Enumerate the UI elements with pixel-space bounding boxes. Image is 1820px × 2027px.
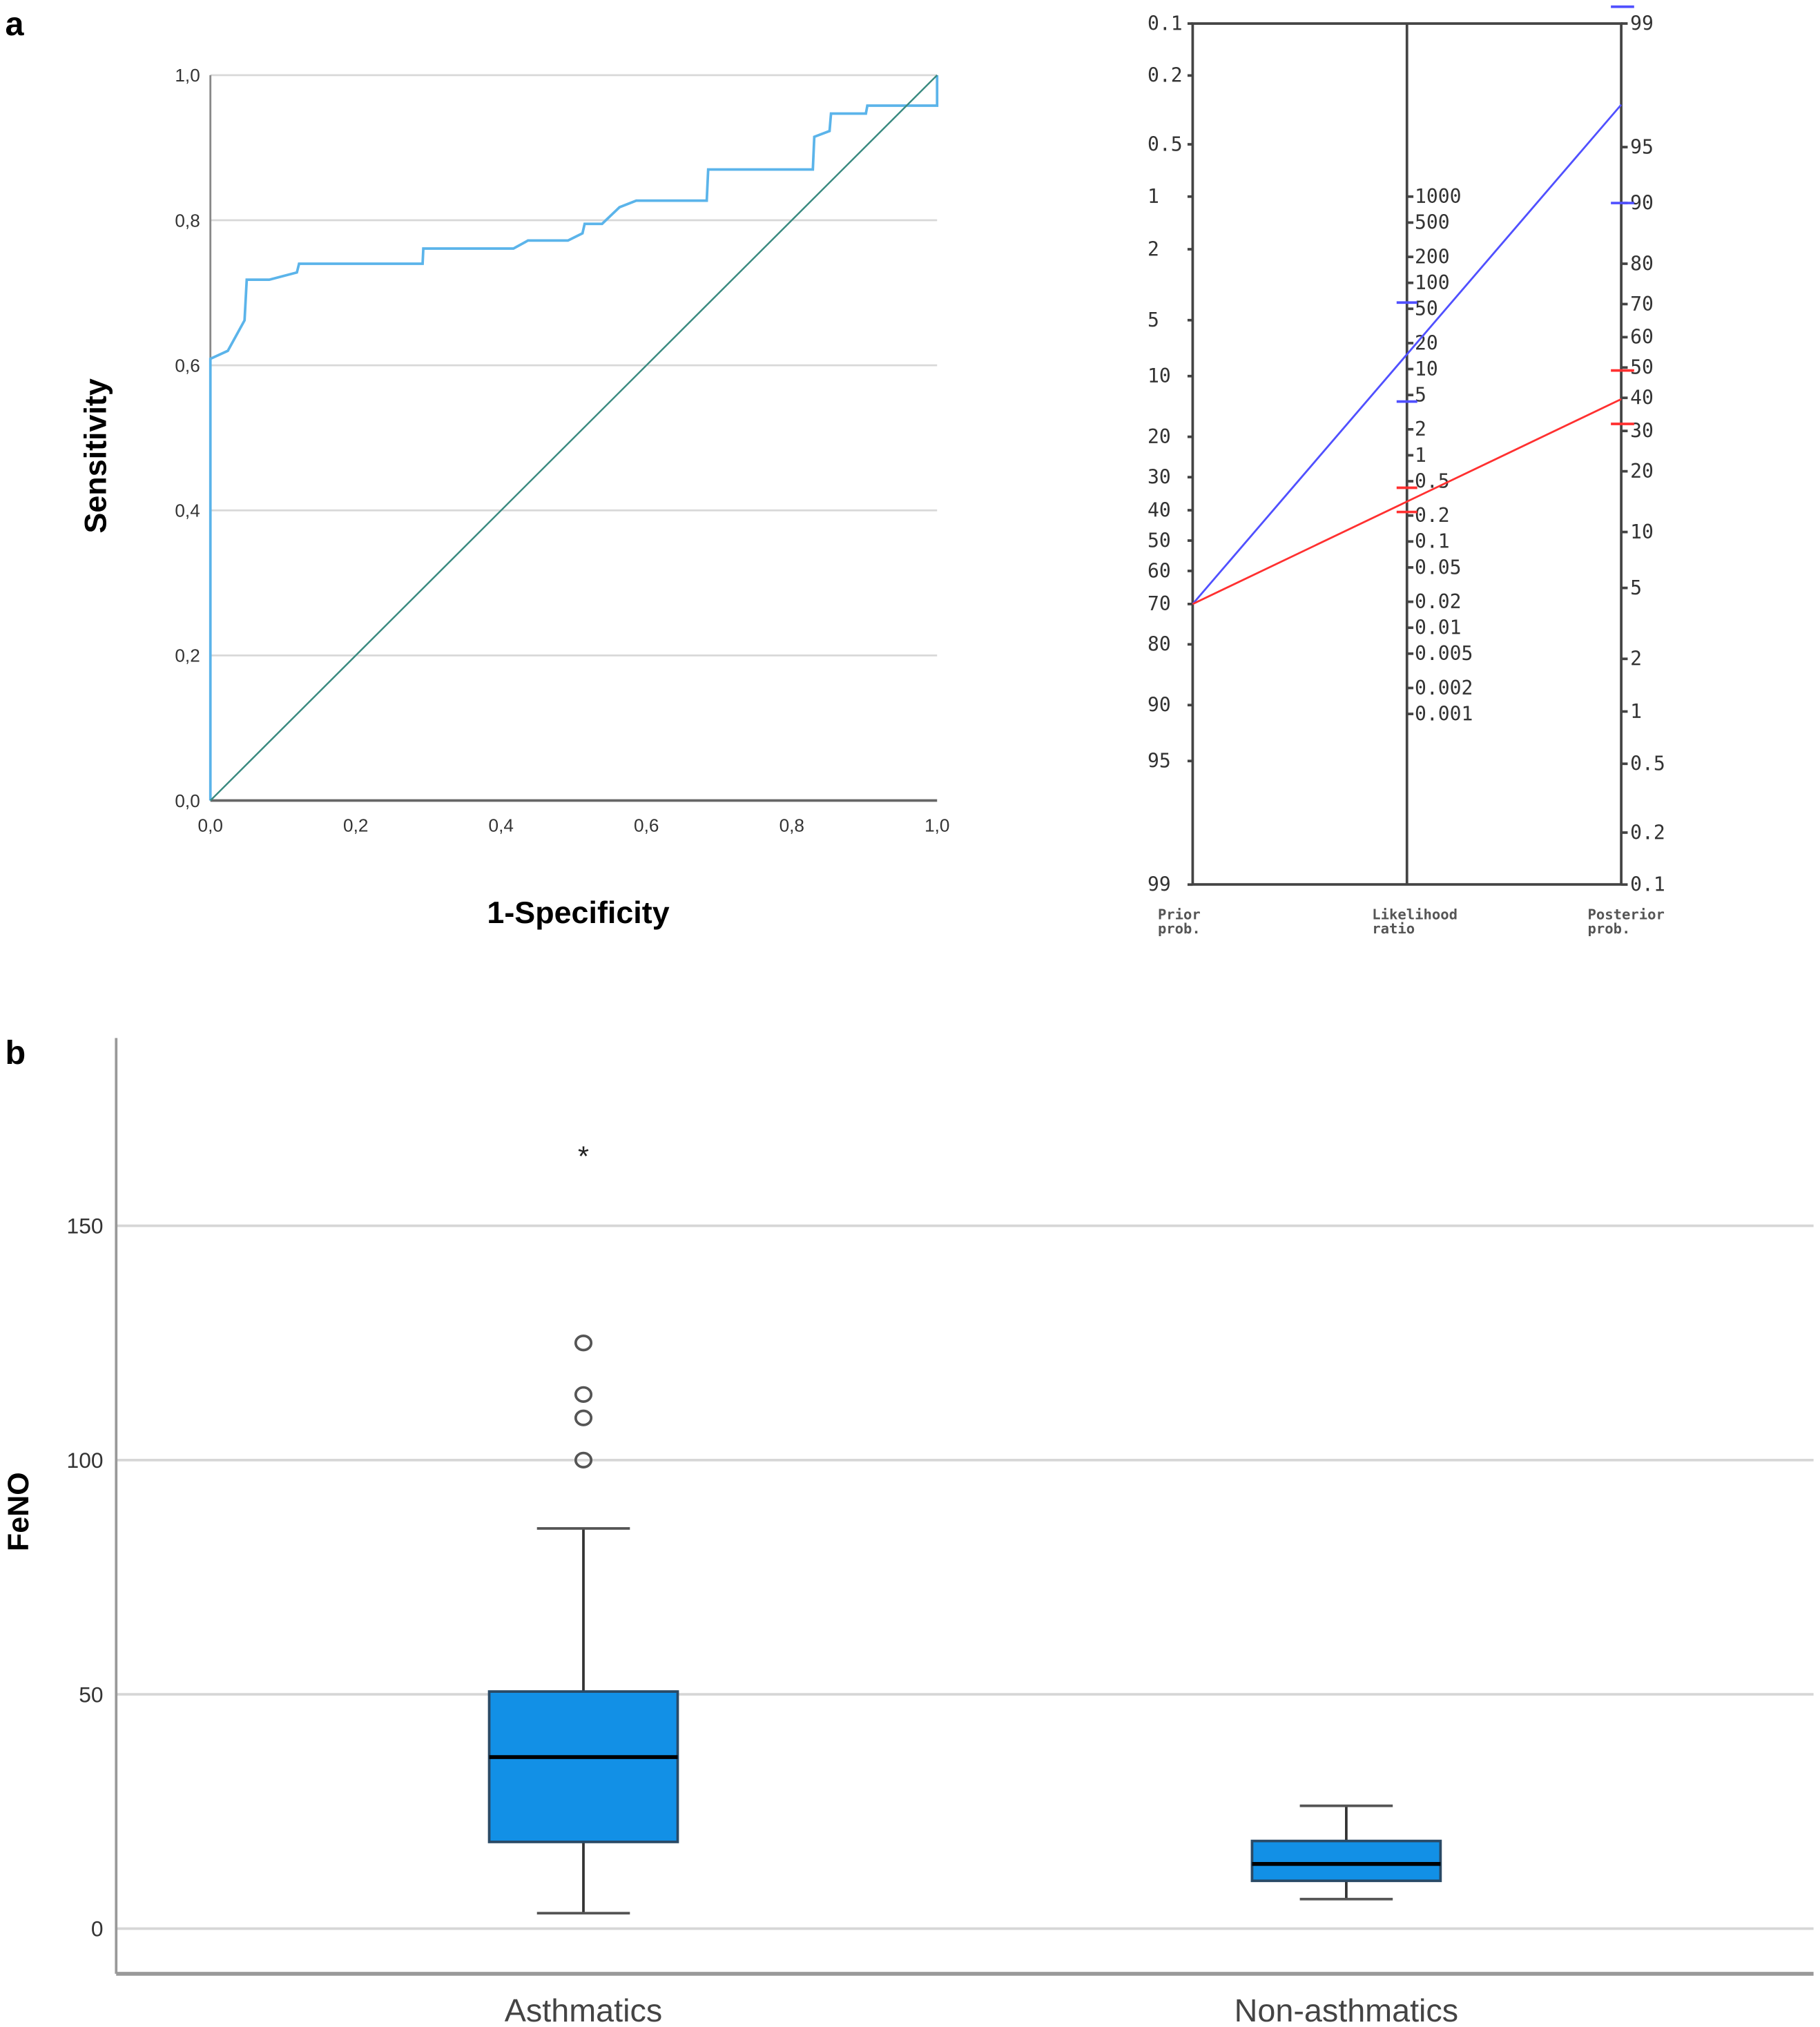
outlier-point <box>574 1451 593 1468</box>
posterior-tick-label: 95 <box>1630 135 1654 158</box>
lr-tick-label: 10 <box>1415 358 1438 380</box>
posterior-axis-label: Posterior <box>1587 906 1664 923</box>
x-tick-label: 0,8 <box>780 815 804 835</box>
lr-tick-label: 100 <box>1415 271 1450 294</box>
posterior-tick-label: 2 <box>1630 648 1642 670</box>
outlier-point <box>574 1386 593 1403</box>
prior-tick-label: 10 <box>1148 365 1171 387</box>
posterior-tick-label: 10 <box>1630 521 1654 543</box>
lr-tick-label: 20 <box>1415 331 1438 354</box>
panel-label-b: b <box>5 1034 26 1071</box>
prior-tick-label: 99 <box>1148 873 1171 896</box>
posterior-tick-label: 50 <box>1630 356 1654 379</box>
panel-label-a: a <box>5 6 24 43</box>
outlier-point <box>574 1335 593 1352</box>
lr-tick-label: 0.1 <box>1415 530 1450 553</box>
y-tick-label: 0 <box>91 1917 104 1941</box>
x-category-label: Asthmatics <box>505 1992 662 2027</box>
lr-tick-label: 50 <box>1415 298 1438 320</box>
prior-tick-label: 5 <box>1148 309 1159 331</box>
prior-tick-label: 30 <box>1148 465 1171 488</box>
y-tick-label: 100 <box>67 1448 104 1473</box>
prior-tick-label: 40 <box>1148 498 1171 521</box>
posterior-tick-label: 40 <box>1630 387 1654 409</box>
posterior-tick-label: 60 <box>1630 326 1654 349</box>
prior-tick-label: 2 <box>1148 237 1159 260</box>
posterior-tick-label: 80 <box>1630 252 1654 275</box>
y-tick-label: 0,0 <box>175 791 200 811</box>
lr-axis-label: Likelihood <box>1372 906 1458 923</box>
y-tick-label: 0,6 <box>175 355 200 376</box>
x-tick-label: 1,0 <box>924 815 949 835</box>
posterior-tick-label: 90 <box>1630 191 1654 214</box>
x-category-label: Non-asthmatics <box>1235 1992 1459 2027</box>
roc-chart: 0,0 0,2 0,4 0,6 0,8 1,0 0,0 0,2 0,4 0,6 0,8 1,0 1-Sp… <box>77 65 949 930</box>
prior-tick-label: 1 <box>1148 185 1159 208</box>
x-tick-label: 0,2 <box>343 815 368 835</box>
lr-axis-label: ratio <box>1372 920 1415 937</box>
feno-boxplot: 0 50 100 150 * Asthmatics Non-asthmatics FeNO <box>2 1038 1814 2027</box>
prior-tick-label: 95 <box>1148 750 1171 773</box>
posterior-tick-label: 99 <box>1630 12 1654 35</box>
outlier-point <box>574 1409 593 1426</box>
x-tick-label: 0,0 <box>198 815 223 835</box>
posterior-tick-label: 0.5 <box>1630 753 1665 775</box>
posterior-tick-label: 0.1 <box>1630 873 1665 896</box>
lr-tick-label: 0.002 <box>1415 677 1473 699</box>
posterior-tick-label: 30 <box>1630 420 1654 443</box>
prior-tick-label: 90 <box>1148 694 1171 717</box>
fagan-nomogram: 0.10.20.51251020304050607080909599100050… <box>1148 5 1665 937</box>
prior-tick-label: 50 <box>1148 529 1171 552</box>
y-tick-label: 0,8 <box>175 210 200 231</box>
lr-tick-label: 200 <box>1415 245 1450 268</box>
posterior-axis-label: prob. <box>1587 920 1630 937</box>
y-axis-label: FeNO <box>2 1472 35 1551</box>
prior-tick-label: 60 <box>1148 559 1171 582</box>
prior-tick-label: 0.1 <box>1148 12 1183 35</box>
lr-tick-label: 2 <box>1415 418 1426 440</box>
y-tick-label: 150 <box>67 1214 104 1239</box>
posterior-tick-label: 1 <box>1630 700 1642 723</box>
posterior-tick-label: 70 <box>1630 293 1654 316</box>
lr-tick-label: 5 <box>1415 383 1426 406</box>
roc-curve <box>209 75 939 801</box>
lr-tick-label: 0.05 <box>1415 556 1462 579</box>
box <box>487 1690 679 1843</box>
posterior-tick-label: 20 <box>1630 460 1654 483</box>
box <box>1250 1839 1442 1883</box>
posterior-tick-label: 0.2 <box>1630 821 1665 844</box>
x-tick-label: 0,4 <box>489 815 514 835</box>
nomogram-line <box>1192 398 1622 605</box>
prior-tick-label: 20 <box>1148 425 1171 448</box>
prior-tick-label: 0.5 <box>1148 133 1183 155</box>
lr-tick-label: 0.2 <box>1415 504 1450 527</box>
y-axis-label: Sensitivity <box>77 378 113 533</box>
lr-tick-label: 0.005 <box>1415 642 1473 665</box>
lr-tick-label: 0.02 <box>1415 590 1462 613</box>
lr-tick-label: 0.01 <box>1415 617 1462 639</box>
prior-tick-label: 70 <box>1148 592 1171 615</box>
y-tick-label: 0,2 <box>175 646 200 666</box>
lr-tick-label: 1000 <box>1415 185 1462 208</box>
x-axis-label: 1-Specificity <box>487 895 669 930</box>
posterior-tick-label: 5 <box>1630 576 1642 599</box>
x-tick-label: 0,6 <box>634 815 659 835</box>
prior-tick-label: 80 <box>1148 633 1171 656</box>
nomogram-line <box>1192 104 1623 605</box>
extreme-outlier-star: * <box>578 1141 589 1172</box>
prior-axis-label: Prior <box>1158 906 1201 923</box>
prior-axis-label: prob. <box>1158 920 1201 937</box>
lr-tick-label: 500 <box>1415 211 1450 234</box>
y-tick-label: 0,4 <box>175 501 200 521</box>
lr-tick-label: 0.001 <box>1415 702 1473 725</box>
y-tick-label: 50 <box>79 1682 103 1707</box>
lr-tick-label: 1 <box>1415 444 1426 467</box>
prior-tick-label: 0.2 <box>1148 64 1183 87</box>
reference-line <box>209 75 938 802</box>
y-tick-label: 1,0 <box>175 65 200 86</box>
